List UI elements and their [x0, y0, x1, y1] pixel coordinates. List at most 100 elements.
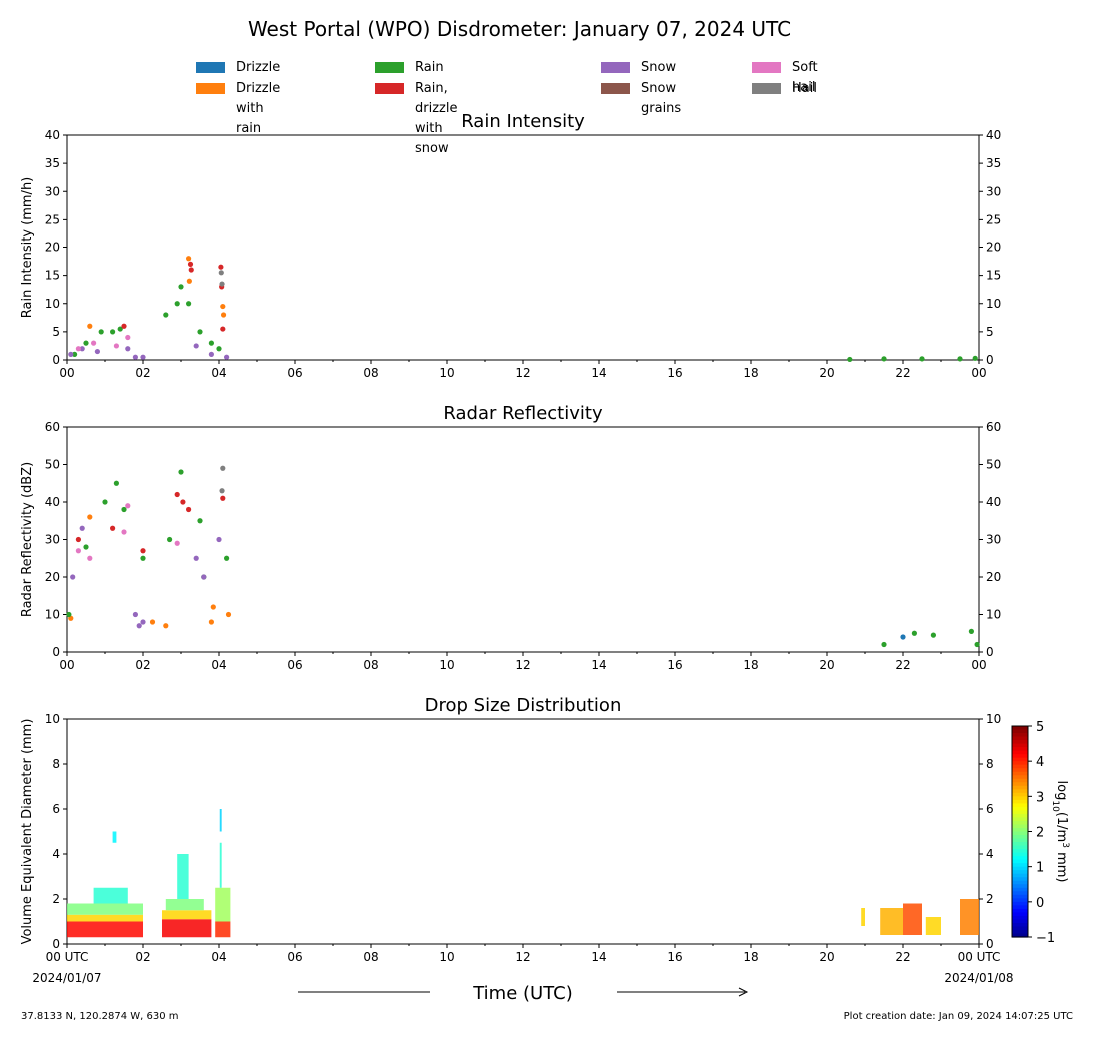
x-tick-label: 16	[667, 366, 682, 380]
y-tick-label-right: 0	[986, 353, 994, 367]
data-point	[178, 469, 184, 475]
colorbar-band	[1012, 933, 1028, 938]
colorbar-band	[1012, 778, 1028, 783]
x-tick-label: 06	[287, 950, 302, 964]
colorbar-band	[1012, 873, 1028, 878]
data-point	[911, 630, 918, 636]
data-point	[957, 356, 963, 362]
data-point	[125, 346, 131, 352]
data-point	[132, 354, 138, 360]
colorbar-band	[1012, 905, 1028, 910]
data-point	[216, 536, 222, 543]
y-tick-label-right: 0	[986, 645, 994, 659]
data-point	[220, 303, 226, 310]
x-tick-label: 20	[819, 658, 834, 672]
legend-swatch	[375, 62, 404, 73]
colorbar-tick-label: 3	[1036, 790, 1044, 805]
data-point	[121, 323, 127, 329]
colorbar-band	[1012, 831, 1028, 836]
colorbar-band	[1012, 750, 1028, 755]
colorbar-band	[1012, 810, 1028, 815]
data-point	[132, 611, 138, 618]
x-tick-label: 08	[363, 658, 378, 672]
data-point	[186, 301, 192, 307]
legend-label: Rain, drizzle with snow	[415, 81, 458, 156]
colorbar-band	[1012, 736, 1028, 741]
data-point	[163, 312, 169, 318]
legend-label: Rain	[415, 60, 444, 75]
x-tick-label: 10	[439, 366, 454, 380]
colorbar-band	[1012, 803, 1028, 808]
data-point	[881, 641, 887, 648]
colorbar-band	[1012, 845, 1028, 850]
legend-label: Soft hail	[792, 60, 818, 95]
data-point	[900, 634, 906, 640]
legend-swatch	[601, 62, 630, 73]
x-tick-label: 00	[59, 658, 74, 672]
data-point	[121, 529, 127, 535]
y-tick-label: 10	[45, 712, 60, 726]
data-point	[98, 329, 104, 335]
panel-title: Rain Intensity	[461, 111, 585, 132]
data-point	[219, 281, 225, 287]
x-tick-label: 04	[211, 658, 226, 672]
data-point	[881, 356, 887, 362]
y-tick-label: 20	[45, 241, 60, 255]
y-tick-label-right: 6	[986, 802, 994, 816]
legend-swatch	[196, 62, 225, 73]
heatmap-cell	[67, 903, 143, 915]
y-tick-label: 60	[45, 420, 60, 434]
y-tick-label: 35	[45, 156, 60, 170]
panel-title: Radar Reflectivity	[443, 403, 603, 424]
legend-label: Snow	[641, 60, 677, 75]
x-tick-label: 14	[591, 950, 606, 964]
data-point	[193, 555, 199, 561]
y-axis-label: Volume Equivalent Diameter (mm)	[20, 719, 35, 945]
heatmap-cell	[219, 842, 222, 888]
x-tick-label: 22	[895, 658, 910, 672]
data-point	[66, 611, 72, 618]
y-tick-label: 15	[45, 269, 60, 283]
data-point	[210, 604, 216, 610]
colorbar-band	[1012, 789, 1028, 794]
y-axis-label: Rain Intensity (mm/h)	[20, 177, 35, 319]
colorbar-band	[1012, 813, 1028, 819]
y-tick-label: 25	[45, 212, 60, 226]
colorbar-tick-label: 5	[1036, 720, 1044, 735]
colorbar-band	[1012, 908, 1028, 913]
heatmap-cell	[162, 919, 212, 938]
x-tick-label: 22	[895, 366, 910, 380]
heatmap-cell	[880, 908, 903, 935]
legend-label: Drizzle	[236, 60, 281, 75]
colorbar-band	[1012, 838, 1028, 843]
data-point	[94, 348, 100, 355]
data-point	[72, 351, 78, 357]
colorbar-band	[1012, 785, 1028, 790]
y-tick-label: 10	[45, 297, 60, 311]
data-point	[149, 619, 156, 625]
data-point	[91, 340, 97, 346]
heatmap-cell	[861, 908, 865, 926]
data-point	[75, 548, 81, 554]
y-tick-label-right: 10	[986, 712, 1001, 726]
y-tick-label: 0	[52, 353, 60, 367]
colorbar-band	[1012, 726, 1028, 731]
y-tick-label-right: 25	[986, 212, 1001, 226]
heatmap-cell	[67, 914, 143, 922]
colorbar-band	[1012, 771, 1028, 776]
data-point	[220, 326, 226, 332]
data-point	[186, 278, 192, 284]
colorbar-band	[1012, 806, 1028, 811]
x-tick-label: 04	[211, 950, 226, 964]
y-tick-label-right: 5	[986, 325, 994, 339]
data-point	[140, 548, 146, 554]
colorbar-band	[1012, 743, 1028, 748]
y-tick-label: 8	[52, 757, 60, 771]
heatmap-cell	[162, 910, 212, 920]
data-point	[174, 491, 180, 498]
heatmap-cell	[93, 887, 128, 904]
location-note: 37.8133 N, 120.2874 W, 630 m	[21, 1011, 179, 1022]
data-point	[208, 340, 214, 346]
x-tick-label: 10	[439, 950, 454, 964]
colorbar-band	[1012, 859, 1028, 864]
